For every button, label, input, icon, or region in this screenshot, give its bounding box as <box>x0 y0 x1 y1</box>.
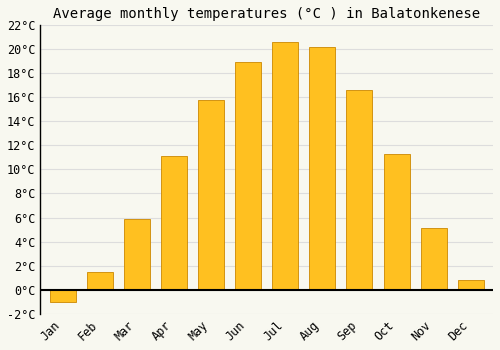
Bar <box>346 90 372 290</box>
Bar <box>310 47 336 290</box>
Bar <box>161 156 187 290</box>
Bar <box>420 229 446 290</box>
Bar <box>235 62 261 290</box>
Bar <box>86 272 113 290</box>
Bar <box>198 99 224 290</box>
Bar <box>124 219 150 290</box>
Bar <box>50 290 76 302</box>
Title: Average monthly temperatures (°C ) in Balatonkenese: Average monthly temperatures (°C ) in Ba… <box>53 7 480 21</box>
Bar <box>384 154 409 290</box>
Bar <box>458 280 484 290</box>
Bar <box>272 42 298 290</box>
